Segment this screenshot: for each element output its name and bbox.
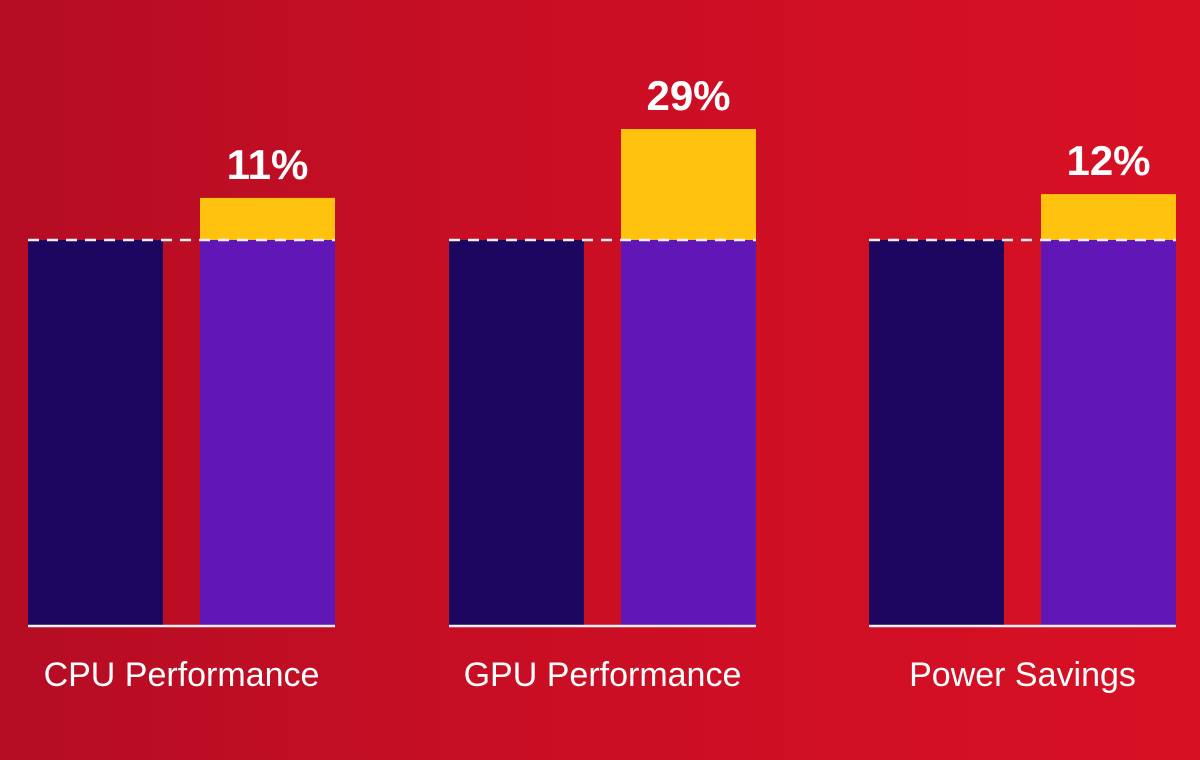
data-label: 11% xyxy=(226,140,309,188)
baseline-bar xyxy=(28,240,163,626)
gain-bar-segment xyxy=(621,129,756,240)
improved-bar xyxy=(200,240,335,626)
gain-bar-segment xyxy=(1041,194,1176,240)
data-label: 29% xyxy=(646,72,731,119)
gain-bar-segment xyxy=(200,197,335,240)
category-label: GPU Performance xyxy=(463,656,742,694)
category-label: CPU Performance xyxy=(43,656,320,694)
baseline-bar xyxy=(449,240,584,626)
improved-bar xyxy=(1041,240,1176,626)
category-label: Power Savings xyxy=(909,656,1136,694)
baseline-bar xyxy=(869,240,1004,626)
improved-bar xyxy=(621,240,756,626)
data-label: 12% xyxy=(1066,137,1151,185)
